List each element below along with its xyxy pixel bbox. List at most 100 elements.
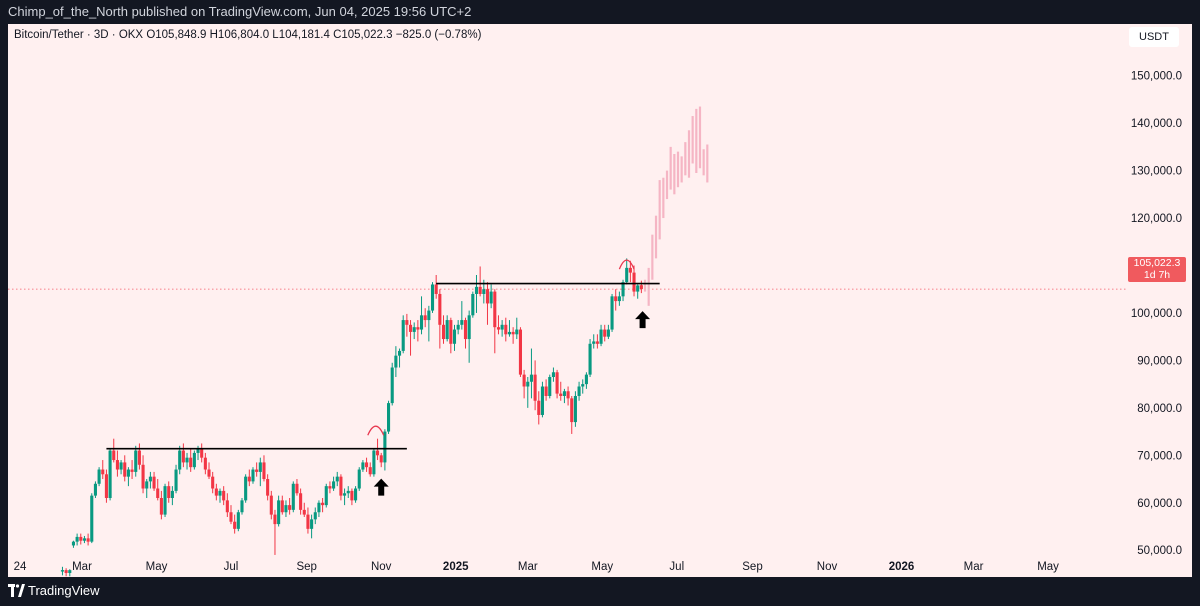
candle-body bbox=[211, 476, 215, 489]
candle-body bbox=[423, 315, 427, 321]
candle-body bbox=[361, 462, 365, 470]
candle-body bbox=[456, 324, 460, 330]
candle-body bbox=[302, 509, 306, 515]
candle-body bbox=[511, 331, 515, 335]
candle-body bbox=[229, 512, 233, 522]
candle-body bbox=[240, 500, 244, 513]
time-tick-label: 24 bbox=[14, 561, 27, 573]
candle-body bbox=[115, 460, 119, 470]
candle-body bbox=[354, 488, 358, 501]
time-tick-label: Nov bbox=[371, 561, 392, 573]
rejection-arc bbox=[367, 425, 385, 436]
tradingview-logo-icon bbox=[8, 584, 25, 597]
currency-button[interactable]: USDT bbox=[1129, 27, 1179, 47]
time-tick-label: Mar bbox=[72, 561, 92, 573]
candle-body bbox=[449, 320, 453, 344]
candle-body bbox=[108, 450, 112, 499]
candle-body bbox=[628, 267, 632, 273]
candle-body bbox=[295, 483, 299, 494]
candle-body bbox=[222, 490, 226, 501]
candle-body bbox=[599, 329, 603, 344]
candle-body bbox=[60, 570, 65, 572]
candle-body bbox=[434, 284, 438, 294]
candle-body bbox=[258, 462, 262, 472]
candle-body bbox=[372, 450, 376, 475]
candle-body bbox=[482, 289, 486, 294]
candle-body bbox=[416, 327, 420, 330]
candle-body bbox=[339, 476, 343, 496]
price-tick-label: 120,000.0 bbox=[1131, 213, 1182, 225]
candle-body bbox=[328, 486, 332, 489]
price-tick-label: 140,000.0 bbox=[1131, 118, 1182, 130]
price-tick-label: 50,000.0 bbox=[1137, 545, 1182, 557]
candle-body bbox=[156, 488, 160, 499]
candle-body bbox=[478, 286, 482, 294]
price-tick-label: 130,000.0 bbox=[1131, 166, 1182, 178]
candle-body bbox=[266, 479, 270, 496]
candle-body bbox=[203, 457, 207, 470]
candle-body bbox=[603, 329, 607, 337]
price-tick-label: 150,000.0 bbox=[1131, 71, 1182, 83]
candle-body bbox=[101, 469, 105, 475]
candle-body bbox=[566, 391, 570, 399]
candle-body bbox=[537, 400, 541, 415]
candle-body bbox=[625, 267, 629, 283]
candle-body bbox=[485, 289, 490, 304]
candle-body bbox=[496, 327, 501, 330]
candle-body bbox=[130, 469, 134, 472]
candle-body bbox=[544, 386, 548, 396]
candle-body bbox=[269, 495, 273, 515]
candle-body bbox=[343, 493, 347, 496]
candle-body bbox=[200, 448, 204, 458]
candle-body bbox=[445, 320, 449, 340]
arrow-up-icon bbox=[635, 311, 651, 329]
candle-body bbox=[555, 372, 559, 394]
candle-body bbox=[441, 324, 446, 340]
candle-body bbox=[189, 457, 193, 468]
candle-body bbox=[408, 324, 413, 332]
candle-body bbox=[562, 391, 566, 396]
candle-body bbox=[412, 327, 416, 332]
candle-body bbox=[581, 384, 585, 387]
current-price-value: 105,022.3 bbox=[1133, 257, 1181, 269]
candle-body bbox=[617, 296, 621, 302]
candle-body bbox=[621, 282, 625, 297]
price-tick-label: 100,000.0 bbox=[1131, 308, 1182, 320]
candle-body bbox=[64, 570, 68, 573]
time-tick-label: Nov bbox=[817, 561, 838, 573]
candle-body bbox=[137, 450, 141, 465]
candle-body bbox=[90, 495, 94, 542]
chart-pane[interactable]: 150,000.0140,000.0130,000.0120,000.0110,… bbox=[8, 24, 1192, 577]
price-chart[interactable]: 150,000.0140,000.0130,000.0120,000.0110,… bbox=[8, 24, 1192, 577]
price-tick-label: 80,000.0 bbox=[1137, 403, 1182, 415]
candle-body bbox=[284, 505, 288, 513]
candle-body bbox=[529, 374, 533, 382]
candle-body bbox=[504, 324, 508, 335]
candle-body bbox=[573, 395, 577, 423]
candle-body bbox=[559, 393, 563, 396]
arrow-up-icon bbox=[373, 478, 389, 496]
candle-body bbox=[548, 377, 552, 396]
candle-body bbox=[119, 462, 123, 470]
candle-body bbox=[427, 310, 431, 321]
open-value: O105,848.9 bbox=[146, 29, 207, 41]
candle-body bbox=[86, 538, 90, 542]
candle-body bbox=[167, 486, 171, 499]
candle-body bbox=[365, 462, 369, 468]
candle-body bbox=[584, 374, 588, 385]
candle-body bbox=[614, 296, 618, 302]
candle-body bbox=[460, 320, 464, 325]
candle-body bbox=[526, 381, 530, 387]
candle-body bbox=[335, 476, 339, 482]
tradingview-brand: TradingView bbox=[28, 583, 100, 598]
candle-body bbox=[533, 374, 537, 401]
candle-body bbox=[251, 469, 255, 482]
candle-body bbox=[570, 398, 574, 423]
candle-body bbox=[540, 386, 544, 415]
candle-body bbox=[346, 490, 350, 494]
time-tick-label: 2025 bbox=[443, 561, 469, 573]
candle-body bbox=[196, 448, 200, 453]
candle-body bbox=[493, 291, 497, 328]
candle-body bbox=[595, 341, 599, 344]
candle-body bbox=[610, 296, 614, 330]
